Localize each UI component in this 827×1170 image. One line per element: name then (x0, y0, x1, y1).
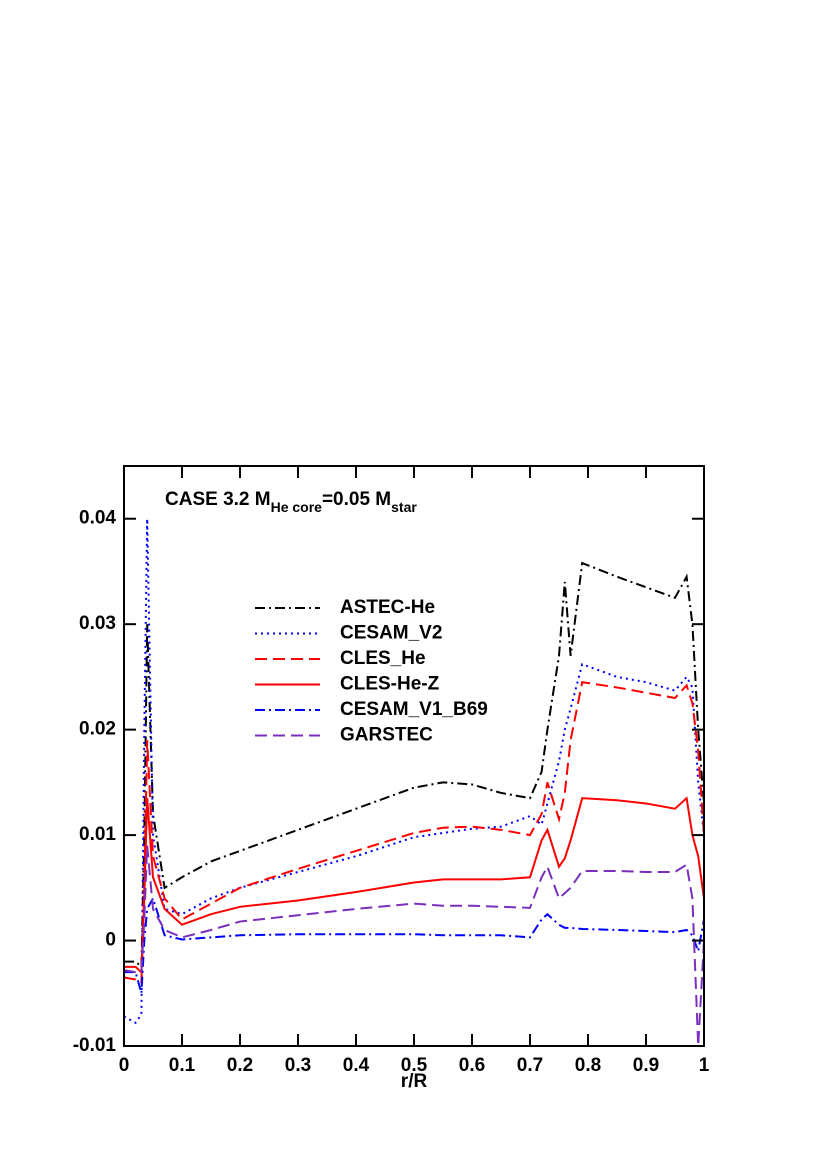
legend-label: CLES_He (340, 648, 426, 669)
x-tick-label: 0.3 (285, 1055, 311, 1076)
y-tick-label: 0.01 (79, 824, 116, 845)
legend-label: CESAM_V2 (340, 623, 442, 644)
x-tick-label: 1 (699, 1055, 710, 1076)
chart-title: CASE 3.2 MHe core=0.05 Mstar (165, 489, 417, 515)
x-tick-label: 0.5 (401, 1055, 428, 1076)
series-line (124, 796, 704, 975)
x-tick-label: 0.7 (517, 1055, 543, 1076)
plot-area (124, 518, 704, 1046)
y-tick-label: 0.03 (79, 613, 116, 634)
title-subscript: star (391, 499, 417, 515)
title-text: CASE 3.2 M (165, 489, 271, 510)
series-line (124, 681, 704, 985)
legend-label: CLES-He-Z (340, 674, 440, 695)
y-tick-label: 0.04 (79, 508, 116, 529)
x-tick-label: 0.9 (633, 1055, 659, 1076)
x-tick-label: 0.2 (227, 1055, 253, 1076)
y-tick-label: 0.02 (79, 719, 116, 740)
legend-label: GARSTEC (340, 725, 433, 746)
title-text: =0.05 M (322, 489, 391, 510)
x-tick-label: 0.8 (575, 1055, 601, 1076)
series-line (124, 895, 704, 994)
series-line (124, 845, 704, 1046)
series-line (124, 561, 704, 970)
legend-label: CESAM_V1_B69 (340, 699, 488, 720)
x-tick-label: 0 (119, 1055, 130, 1076)
y-tick-label: -0.01 (73, 1035, 117, 1056)
x-tick-label: 0.4 (343, 1055, 370, 1076)
plot-frame (123, 465, 705, 1047)
y-tick-label: 0 (105, 930, 116, 951)
legend-label: ASTEC-He (340, 597, 435, 618)
x-axis-label: r/R (401, 1071, 428, 1092)
x-tick-label: 0.1 (169, 1055, 196, 1076)
x-tick-label: 0.6 (459, 1055, 485, 1076)
series-line (124, 518, 704, 1025)
title-subscript: He core (271, 499, 323, 515)
